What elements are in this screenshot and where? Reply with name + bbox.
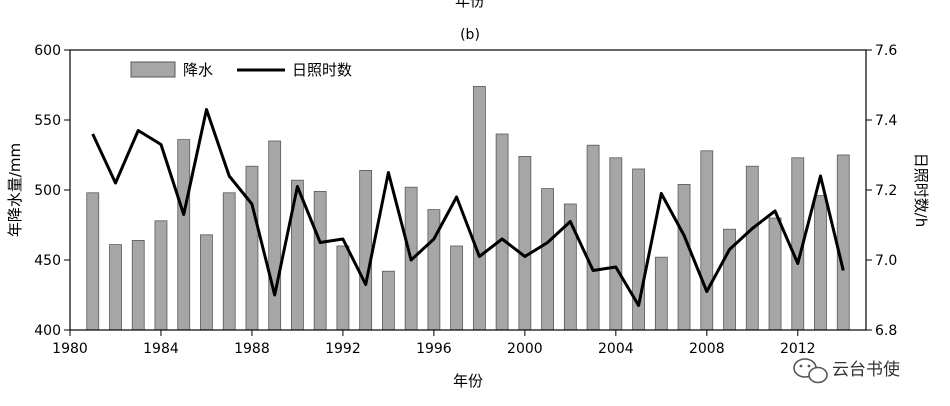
bar-series — [86, 86, 850, 331]
bar — [245, 165, 259, 331]
legend: 降水 日照时数 — [130, 61, 352, 79]
bar — [518, 155, 532, 331]
bar — [677, 183, 691, 331]
bar — [495, 133, 509, 331]
bar — [131, 239, 145, 331]
bar — [177, 139, 191, 331]
x-tick-label: 2012 — [780, 341, 816, 357]
bar — [586, 144, 600, 331]
x-tick-label: 1996 — [416, 341, 452, 357]
y-left-axis-title: 年降水量/mm — [6, 143, 24, 237]
y-axis-left: 400 450 500 550 600 — [34, 43, 70, 339]
y-right-tick-label: 7.6 — [875, 43, 897, 59]
bar — [654, 256, 668, 331]
bar — [154, 220, 168, 331]
y-right-tick-label: 7.0 — [875, 253, 897, 269]
bar — [836, 154, 850, 331]
bar — [222, 192, 236, 331]
x-axis-title: 年份 — [453, 372, 483, 390]
x-tick-label: 1980 — [52, 341, 88, 357]
bar — [109, 244, 122, 331]
y-left-tick-label: 550 — [34, 113, 61, 129]
y-left-tick-label: 500 — [34, 183, 61, 199]
y-left-tick-label: 450 — [34, 253, 61, 269]
legend-line-label: 日照时数 — [292, 61, 352, 79]
bar — [381, 270, 395, 331]
bar — [427, 209, 441, 331]
bar — [609, 157, 623, 331]
x-tick-label: 1992 — [325, 341, 361, 357]
watermark-text: 云台书使 — [832, 359, 900, 380]
bar — [268, 140, 282, 331]
y-right-axis-title: 日照时数/h — [912, 153, 930, 228]
bar — [336, 245, 350, 331]
bar — [450, 245, 464, 331]
bar — [768, 217, 782, 331]
y-left-tick-label: 400 — [34, 323, 61, 339]
watermark: 云台书使 — [793, 358, 900, 384]
wechat-icon — [793, 358, 828, 384]
top-cut-label: 年份 — [455, 0, 485, 10]
x-tick-label: 1984 — [143, 341, 179, 357]
bar — [814, 195, 827, 331]
legend-bar-swatch — [130, 61, 176, 78]
x-axis: 1980 1984 1988 1992 1996 2000 2004 2008 2012 — [52, 330, 816, 357]
bar — [86, 192, 100, 331]
bar — [541, 188, 554, 331]
bar — [472, 86, 486, 331]
bar — [745, 165, 759, 331]
y-left-tick-label: 600 — [34, 43, 61, 59]
y-right-tick-label: 7.2 — [875, 183, 897, 199]
y-right-tick-label: 6.8 — [875, 323, 897, 339]
x-tick-label: 2008 — [689, 341, 725, 357]
bar — [313, 190, 327, 331]
y-axis-right: 6.8 7.0 7.2 7.4 7.6 — [866, 43, 897, 339]
bar — [359, 169, 373, 331]
legend-bar-label: 降水 — [183, 61, 213, 79]
sunshine-line — [91, 108, 845, 307]
bar — [700, 150, 714, 331]
bar — [200, 234, 213, 331]
x-tick-label: 2000 — [507, 341, 543, 357]
y-right-tick-label: 7.4 — [875, 113, 897, 129]
x-tick-label: 2004 — [598, 341, 634, 357]
panel-label: (b) — [460, 27, 480, 43]
x-tick-label: 1988 — [234, 341, 270, 357]
